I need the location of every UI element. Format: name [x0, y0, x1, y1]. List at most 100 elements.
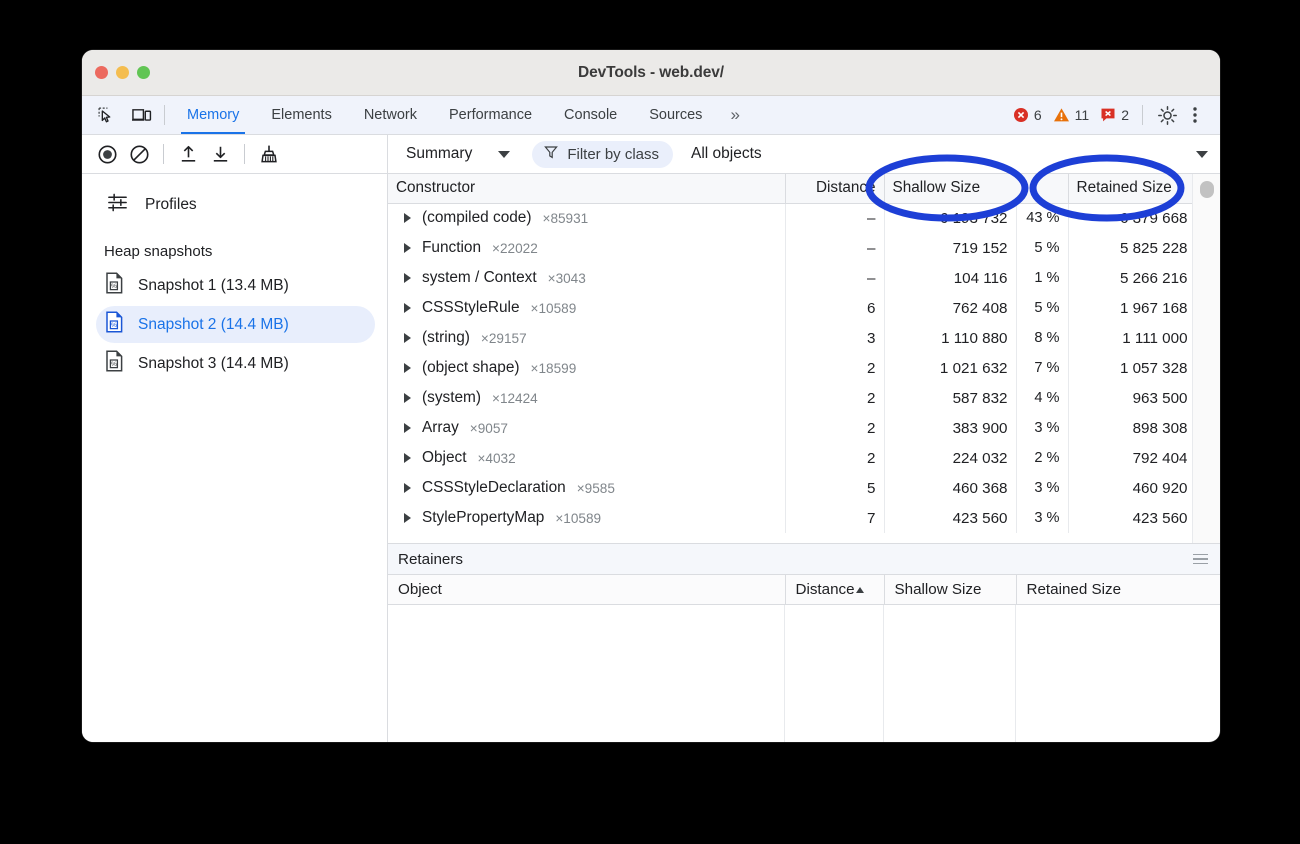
retainers-panel: Retainers Object Distance S	[388, 543, 1220, 742]
expand-triangle-icon[interactable]	[404, 213, 411, 224]
cell-constructor[interactable]: (object shape) ×18599	[388, 353, 786, 383]
cell-distance: 6	[785, 293, 885, 323]
hamburger-menu-icon[interactable]	[1193, 553, 1208, 565]
column-header-retained-size[interactable]: Retained Size	[1068, 174, 1192, 204]
heap-profiler-view: Summary Filter by class All objects	[388, 135, 1220, 742]
column-header-distance[interactable]: Distance	[785, 174, 885, 204]
cell-constructor[interactable]: CSSStyleDeclaration ×9585	[388, 473, 786, 503]
cell-shallow-size: 762 408	[884, 293, 1017, 323]
objects-filter-select[interactable]: All objects	[691, 145, 762, 162]
minimize-window-button[interactable]	[116, 66, 129, 79]
cell-retained-size: 1 111 000	[1068, 323, 1192, 353]
toolbar-divider-2	[244, 144, 245, 164]
sidebar-item-profiles[interactable]: Profiles	[82, 174, 387, 235]
cell-shallow-percent: 5 %	[1016, 293, 1069, 323]
device-toolbar-icon[interactable]	[128, 102, 154, 128]
view-mode-select[interactable]: Summary	[396, 145, 520, 163]
download-arrow-icon[interactable]	[205, 139, 235, 169]
maximize-window-button[interactable]	[137, 66, 150, 79]
issues-badge[interactable]: 2	[1100, 107, 1129, 123]
table-row[interactable]: (object shape) ×18599 2 1 021 632 7 % 1 057 3…	[388, 353, 1192, 383]
sidebar-item-snapshot-1[interactable]: % Snapshot 1 (13.4 MB)	[96, 267, 375, 304]
gear-icon[interactable]	[1153, 101, 1181, 129]
warning-badge[interactable]: 11	[1053, 107, 1089, 123]
heap-grid-scrollbar[interactable]	[1192, 174, 1220, 543]
expand-triangle-icon[interactable]	[404, 483, 411, 493]
expand-triangle-icon[interactable]	[404, 243, 411, 253]
more-tabs-icon[interactable]: »	[730, 105, 739, 124]
toolbar-overflow-icon[interactable]	[1196, 150, 1220, 158]
inspect-element-icon[interactable]	[93, 102, 119, 128]
cell-constructor[interactable]: (string) ×29157	[388, 323, 786, 353]
expand-triangle-icon[interactable]	[404, 423, 411, 433]
tab-network[interactable]: Network	[348, 96, 433, 134]
close-window-button[interactable]	[95, 66, 108, 79]
cell-constructor[interactable]: CSSStyleRule ×10589	[388, 293, 786, 323]
cell-retained-size: 5 266 216	[1068, 263, 1192, 293]
cell-retained-size: 423 560	[1068, 503, 1192, 533]
memory-sidebar-toolbar	[82, 135, 387, 174]
devtools-tabstrip: Memory Elements Network Performance Cons…	[82, 96, 1220, 135]
tab-sources[interactable]: Sources	[633, 96, 718, 134]
table-row[interactable]: system / Context ×3043 –104 116 1 % 5 266 21…	[388, 263, 1192, 293]
tab-elements[interactable]: Elements	[255, 96, 347, 134]
expand-triangle-icon[interactable]	[404, 333, 411, 343]
retainers-column-distance[interactable]: Distance	[785, 575, 885, 605]
retainers-empty-col-object	[388, 604, 785, 742]
scrollbar-thumb[interactable]	[1200, 181, 1214, 198]
cell-constructor[interactable]: (system) ×12424	[388, 383, 786, 413]
chevron-down-icon	[1196, 150, 1208, 158]
cell-retained-size: 898 308	[1068, 413, 1192, 443]
cell-shallow-size: 224 032	[884, 443, 1017, 473]
tab-console[interactable]: Console	[548, 96, 633, 134]
no-entry-icon[interactable]	[124, 139, 154, 169]
cell-constructor[interactable]: Object ×4032	[388, 443, 786, 473]
sidebar-item-snapshot-2[interactable]: % Snapshot 2 (14.4 MB)	[96, 306, 375, 343]
tabstrip-status-area: 6 11 2	[1013, 96, 1220, 134]
sidebar-item-snapshot-2-label: Snapshot 2 (14.4 MB)	[138, 315, 289, 333]
kebab-menu-icon[interactable]	[1181, 101, 1209, 129]
retainers-column-object[interactable]: Object	[388, 575, 786, 605]
expand-triangle-icon[interactable]	[404, 303, 411, 313]
upload-arrow-icon[interactable]	[173, 139, 203, 169]
table-row[interactable]: StylePropertyMap ×10589 7 423 560 3 % 423 560…	[388, 503, 1192, 533]
cell-shallow-percent: 3 %	[1016, 503, 1069, 533]
cell-constructor[interactable]: StylePropertyMap ×10589	[388, 503, 786, 533]
expand-triangle-icon[interactable]	[404, 393, 411, 403]
cell-constructor[interactable]: Array ×9057	[388, 413, 786, 443]
table-row[interactable]: (compiled code) ×85931 –6 193 732 43 % 6 379…	[388, 203, 1192, 233]
traffic-light-buttons[interactable]	[95, 66, 150, 79]
table-row[interactable]: CSSStyleDeclaration ×9585 5 460 368 3 % 460 9…	[388, 473, 1192, 503]
column-header-constructor[interactable]: Constructor	[388, 174, 786, 204]
expand-triangle-icon[interactable]	[404, 513, 411, 523]
record-circle-icon[interactable]	[92, 139, 122, 169]
retainers-column-shallow-size[interactable]: Shallow Size	[884, 575, 1017, 605]
cell-constructor[interactable]: Function ×22022	[388, 233, 786, 263]
heap-snapshot-file-icon: %	[105, 272, 124, 299]
filter-input[interactable]: Filter by class	[532, 140, 674, 168]
broom-icon[interactable]	[254, 139, 284, 169]
constructor-count: ×29157	[480, 330, 527, 346]
retainers-title: Retainers	[398, 550, 463, 568]
cell-shallow-percent: 3 %	[1016, 473, 1069, 503]
cell-constructor[interactable]: system / Context ×3043	[388, 263, 786, 293]
sidebar-item-snapshot-3[interactable]: % Snapshot 3 (14.4 MB)	[96, 345, 375, 382]
error-badge[interactable]: 6	[1013, 107, 1042, 123]
status-divider	[1142, 105, 1143, 125]
cell-constructor[interactable]: (compiled code) ×85931	[388, 203, 786, 233]
retainers-empty-col-shallow	[884, 604, 1016, 742]
cell-distance: –	[785, 263, 885, 293]
tab-performance[interactable]: Performance	[433, 96, 548, 134]
column-header-shallow-size[interactable]: Shallow Size	[884, 174, 1069, 204]
tab-memory[interactable]: Memory	[171, 96, 255, 134]
expand-triangle-icon[interactable]	[404, 453, 411, 463]
retainers-column-retained-size[interactable]: Retained Size	[1016, 575, 1220, 605]
expand-triangle-icon[interactable]	[404, 273, 411, 283]
expand-triangle-icon[interactable]	[404, 363, 411, 373]
